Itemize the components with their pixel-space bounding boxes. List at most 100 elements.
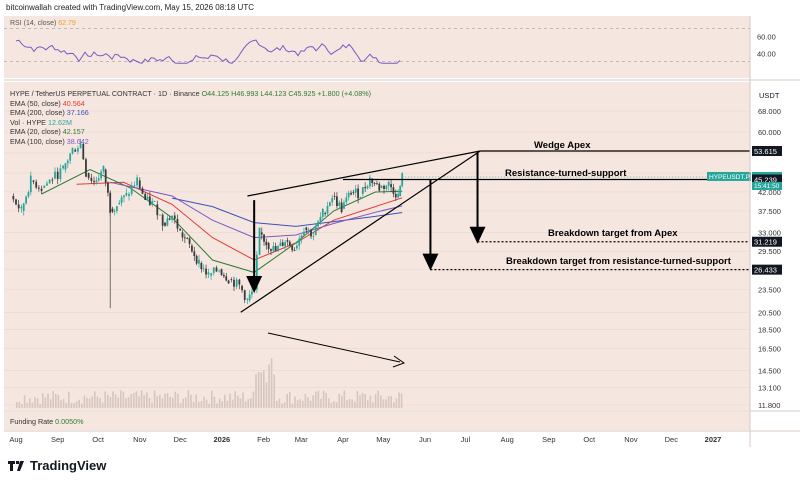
candle-body — [338, 202, 341, 206]
legend-row: EMA (20, close) 42.157 — [10, 127, 371, 137]
legend-row-value: 38.642 — [66, 136, 89, 146]
candle-body — [364, 187, 367, 189]
volume-bar — [133, 392, 135, 408]
candle-body — [123, 195, 125, 198]
volume-bar — [156, 396, 158, 408]
price-pane[interactable] — [4, 82, 750, 410]
price-badge-label: 31.219 — [754, 238, 777, 247]
candle-body — [27, 192, 30, 197]
volume-bar — [387, 396, 390, 408]
chart-credit: bitcoinwallah created with TradingView.c… — [6, 3, 254, 12]
volume-bar — [26, 402, 28, 408]
volume-bar — [68, 391, 70, 408]
volume-bar — [112, 391, 114, 408]
candle-body — [205, 268, 207, 275]
volume-bar — [47, 393, 49, 408]
candle-body — [291, 245, 294, 251]
candle-body — [394, 193, 397, 198]
volume-bar — [237, 395, 239, 408]
volume-bar — [179, 403, 182, 408]
time-tick-label: Aug — [9, 435, 22, 444]
candle-body — [328, 202, 331, 207]
volume-bar — [276, 400, 278, 408]
volume-bar — [211, 390, 213, 408]
volume-bar — [380, 395, 382, 408]
candle-body — [183, 237, 186, 239]
candle-body — [79, 143, 82, 149]
candle-body — [267, 242, 270, 250]
volume-bar — [135, 391, 138, 408]
volume-bar — [91, 396, 93, 408]
volume-bar — [166, 393, 169, 408]
candle-body — [32, 180, 35, 182]
volume-bar — [148, 397, 151, 408]
funding-pane[interactable] — [4, 412, 750, 430]
candle-body — [277, 246, 279, 252]
volume-bar — [338, 393, 340, 408]
volume-bar — [255, 374, 257, 408]
volume-bar — [367, 400, 369, 408]
volume-bar — [138, 396, 140, 408]
price-badge — [752, 146, 782, 156]
volume-bar — [252, 391, 255, 408]
volume-bar — [335, 402, 338, 408]
candle-body — [173, 215, 176, 219]
time-tick-label: Sep — [51, 435, 64, 444]
volume-bar — [94, 391, 96, 408]
legend-row: EMA (200, close) 37.166 — [10, 108, 371, 118]
candle-body — [220, 269, 223, 276]
funding-legend: Funding Rate 0.0050% — [10, 417, 84, 426]
candle-body — [133, 185, 136, 187]
candle-body — [380, 185, 383, 189]
legend-row: EMA (100, close) 38.642 — [10, 137, 371, 147]
bottom-bar — [0, 452, 800, 483]
candle-body — [251, 291, 253, 295]
candle-body — [317, 221, 319, 227]
candle-body — [326, 206, 329, 214]
volume-bar — [242, 392, 244, 408]
volume-bar — [273, 374, 275, 408]
currency-label: USDT — [759, 91, 780, 100]
volume-bar — [164, 393, 166, 408]
legend-row-label: EMA (200, close) — [10, 108, 67, 118]
candle-body — [71, 147, 74, 154]
time-tick-label: 2027 — [705, 435, 722, 444]
candle-body — [159, 214, 161, 216]
candle-body — [207, 272, 210, 275]
price-scale[interactable] — [750, 16, 800, 430]
candle-body — [138, 180, 141, 189]
volume-bar — [260, 372, 262, 408]
volume-bar — [302, 400, 304, 408]
volume-bar — [382, 399, 385, 408]
candle-body — [298, 238, 301, 246]
volume-bar — [198, 401, 200, 408]
volume-bar — [213, 396, 216, 408]
volume-bar — [101, 402, 104, 408]
price-tick-label: 29.500 — [758, 247, 781, 256]
candle-body — [225, 276, 228, 281]
price-tick-label: 14.500 — [758, 366, 781, 375]
candle-body — [111, 208, 114, 212]
candle-body — [307, 229, 310, 231]
candle-body — [59, 168, 62, 180]
candle-body — [128, 193, 130, 197]
price-badge — [752, 174, 782, 185]
volume-bar — [221, 401, 223, 408]
arrow-diagonal-shaft — [267, 332, 401, 363]
candle-body — [46, 183, 48, 186]
candle-body — [343, 202, 345, 209]
volume-bar — [359, 395, 361, 408]
candle-body — [104, 169, 107, 183]
price-tick-label: 37.500 — [758, 207, 781, 216]
time-tick-label: May — [376, 435, 390, 444]
rsi-pane[interactable] — [4, 16, 750, 78]
arrow-apex-head — [469, 226, 486, 244]
candle-body — [281, 242, 284, 246]
funding-title: Funding Rate — [10, 417, 54, 426]
candle-body — [324, 213, 327, 215]
ema-line — [171, 197, 403, 227]
volume-bar — [341, 395, 343, 408]
volume-bar — [99, 398, 101, 408]
price-badge-label: 26.433 — [754, 266, 777, 275]
volume-bar — [270, 358, 273, 408]
